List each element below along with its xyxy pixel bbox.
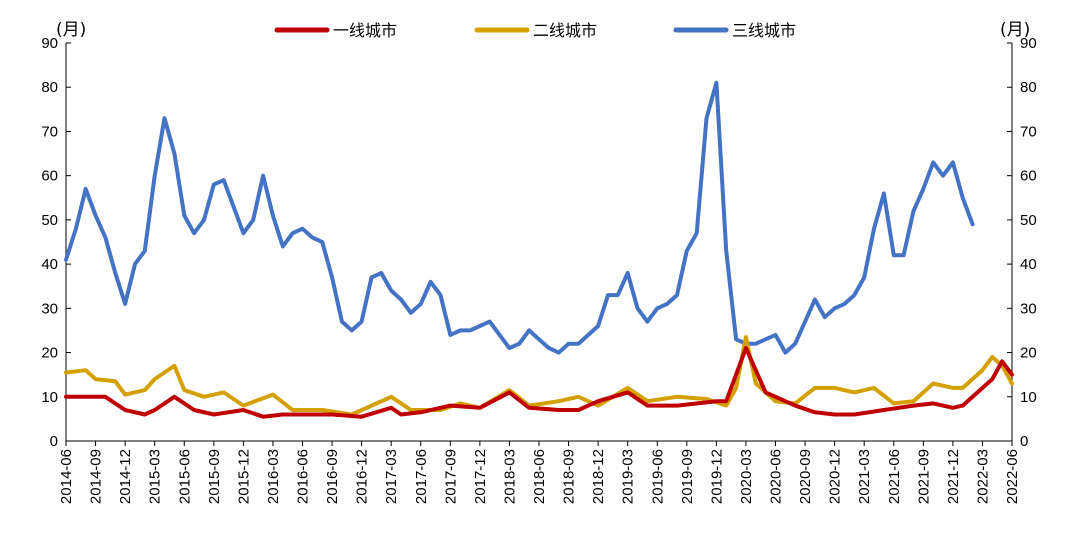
x-tick-label: 2021-09 xyxy=(915,449,932,504)
y-tick-label-left: 10 xyxy=(41,389,58,406)
y-tick-label-right: 10 xyxy=(1020,389,1037,406)
y-unit-left: (月) xyxy=(56,20,86,40)
x-tick-label: 2015-03 xyxy=(147,449,164,504)
y-tick-label-left: 0 xyxy=(50,433,58,450)
x-tick-label: 2017-12 xyxy=(472,449,489,504)
x-tick-label: 2020-09 xyxy=(797,449,814,504)
legend: 一线城市 二线城市 三线城市 xyxy=(274,21,796,40)
x-tick-label: 2018-03 xyxy=(501,449,518,504)
x-tick-label: 2018-06 xyxy=(531,449,548,504)
x-tick-label: 2014-06 xyxy=(58,449,75,504)
x-tick-label: 2015-06 xyxy=(176,449,193,504)
x-tick-label: 2016-03 xyxy=(265,449,282,504)
legend-item-tier2: 二线城市 xyxy=(474,21,597,40)
y-tick-label-right: 0 xyxy=(1020,433,1028,450)
series-lines xyxy=(64,80,1014,419)
x-tick-label: 2014-09 xyxy=(88,449,105,504)
y-tick-label-left: 90 xyxy=(41,35,58,52)
x-tick-label: 2017-09 xyxy=(442,449,459,504)
series-line-tier3 xyxy=(64,80,975,355)
x-tick-label: 2016-06 xyxy=(295,449,312,504)
x-tick-label: 2020-06 xyxy=(768,449,785,504)
x-tick-label: 2022-03 xyxy=(974,449,991,504)
legend-label-tier1: 一线城市 xyxy=(333,21,397,40)
y-tick-label-left: 30 xyxy=(41,300,58,317)
x-tick-label: 2019-12 xyxy=(708,449,725,504)
x-tick-label: 2021-12 xyxy=(945,449,962,504)
x-tick-label: 2017-06 xyxy=(413,449,430,504)
x-tick-label: 2017-03 xyxy=(383,449,400,504)
x-tick-label: 2016-09 xyxy=(324,449,341,504)
y-tick-label-left: 70 xyxy=(41,123,58,140)
y-tick-label-left: 20 xyxy=(41,345,58,362)
x-tick-label: 2015-09 xyxy=(206,449,223,504)
y-tick-label-right: 40 xyxy=(1020,256,1037,273)
legend-item-tier1: 一线城市 xyxy=(274,21,397,40)
y-tick-label-right: 70 xyxy=(1020,123,1037,140)
y-tick-label-right: 20 xyxy=(1020,345,1037,362)
y-tick-label-right: 80 xyxy=(1020,79,1037,96)
x-tick-label: 2022-06 xyxy=(1004,449,1021,504)
series-line-tier2 xyxy=(64,335,1014,417)
x-tick-label: 2014-12 xyxy=(117,449,134,504)
x-tick-label: 2021-03 xyxy=(856,449,873,504)
legend-label-tier3: 三线城市 xyxy=(732,21,796,40)
y-ticks-right: 0 10 20 30 40 50 60 70 80 90 xyxy=(1007,35,1037,450)
y-tick-label-right: 30 xyxy=(1020,300,1037,317)
y-tick-label-right: 90 xyxy=(1020,35,1037,52)
x-tick-label: 2018-09 xyxy=(561,449,578,504)
y-tick-label-right: 60 xyxy=(1020,168,1037,185)
x-tick-label: 2020-12 xyxy=(827,449,844,504)
y-tick-label-left: 50 xyxy=(41,212,58,229)
x-tick-label: 2020-03 xyxy=(738,449,755,504)
x-tick-label: 2015-12 xyxy=(235,449,252,504)
y-tick-label-right: 50 xyxy=(1020,212,1037,229)
legend-item-tier3: 三线城市 xyxy=(673,21,796,40)
y-tick-label-left: 40 xyxy=(41,256,58,273)
legend-label-tier2: 二线城市 xyxy=(533,21,597,40)
x-ticks: 2014-06 2014-09 2014-12 2015-03 2015-06 2015-… xyxy=(58,441,1021,504)
x-tick-label: 2021-06 xyxy=(886,449,903,504)
y-ticks-left: 0 10 20 30 40 50 60 70 80 90 xyxy=(41,35,71,450)
series-line-tier1 xyxy=(64,346,1014,419)
y-tick-label-left: 60 xyxy=(41,168,58,185)
x-tick-label: 2019-09 xyxy=(679,449,696,504)
x-tick-label: 2018-12 xyxy=(590,449,607,504)
y-tick-label-left: 80 xyxy=(41,79,58,96)
x-tick-label: 2019-06 xyxy=(649,449,666,504)
x-tick-label: 2016-12 xyxy=(354,449,371,504)
y-unit-right: (月) xyxy=(1000,20,1030,40)
x-tick-label: 2019-03 xyxy=(620,449,637,504)
